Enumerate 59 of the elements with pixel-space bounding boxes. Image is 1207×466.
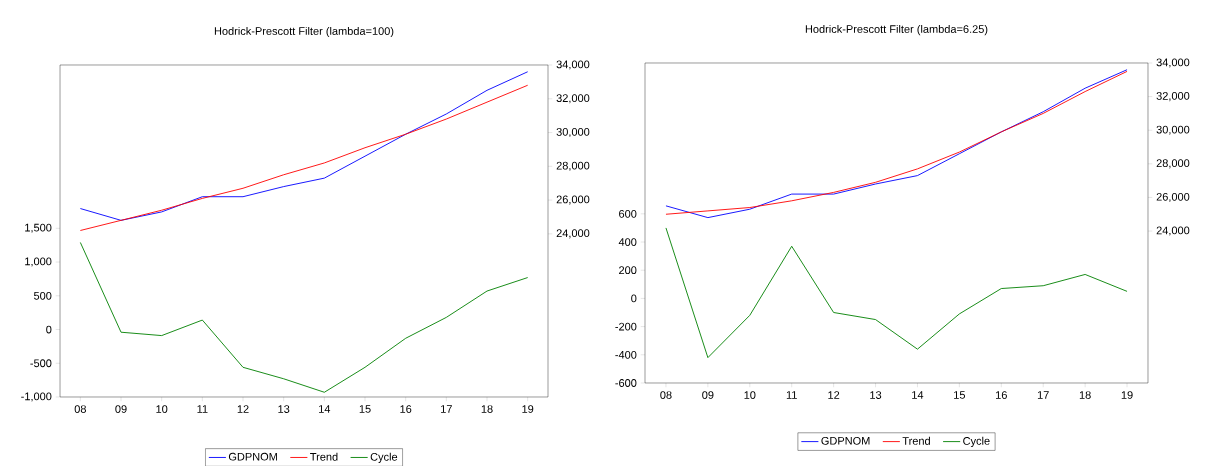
line-series bbox=[665, 227, 1128, 358]
y-tick-label: 200 bbox=[619, 266, 637, 274]
x-tick-label: 12 bbox=[828, 390, 840, 399]
y2-tick-label: 28,000 bbox=[1156, 159, 1190, 169]
x-tick-label: 14 bbox=[319, 404, 331, 413]
y2-tick-label: 30,000 bbox=[1156, 125, 1190, 135]
legend-label: GDPNOM bbox=[228, 452, 277, 461]
y-tick-label: 0 bbox=[46, 325, 52, 334]
y-tick-label: -500 bbox=[30, 359, 52, 367]
y-tick-label: 1,500 bbox=[25, 223, 52, 233]
y2-tick-label: 34,000 bbox=[556, 60, 590, 70]
y-tick-label: 1,000 bbox=[25, 257, 52, 267]
x-tick-label: 11 bbox=[197, 404, 208, 413]
y-tick-label: -1,000 bbox=[21, 392, 52, 402]
y2-tick-label: 24,000 bbox=[556, 229, 590, 239]
y2-tick-label: 32,000 bbox=[1156, 91, 1190, 101]
y-tick-label: -400 bbox=[615, 350, 637, 359]
x-tick-label: 15 bbox=[954, 390, 966, 399]
y2-tick-label: 32,000 bbox=[556, 94, 590, 104]
x-tick-label: 14 bbox=[912, 390, 924, 399]
legend-label: GDPNOM bbox=[821, 436, 870, 445]
x-tick-label: 17 bbox=[441, 404, 452, 413]
chart-title: Hodrick-Prescott Filter (lambda=100) bbox=[214, 26, 394, 37]
x-tick-label: 10 bbox=[744, 390, 756, 399]
x-tick-label: 19 bbox=[522, 404, 534, 413]
y2-tick-label: 34,000 bbox=[1156, 58, 1190, 68]
x-tick-label: 12 bbox=[237, 404, 249, 413]
legend-label: Trend bbox=[310, 452, 338, 461]
y-tick-label: -200 bbox=[615, 322, 637, 331]
x-tick-label: 17 bbox=[1037, 390, 1049, 399]
x-tick-label: 09 bbox=[702, 390, 714, 399]
chart-title: Hodrick-Prescott Filter (lambda=6.25) bbox=[805, 24, 988, 35]
x-tick-label: 11 bbox=[786, 390, 797, 399]
y2-tick-label: 24,000 bbox=[1156, 226, 1190, 236]
y2-tick-label: 26,000 bbox=[556, 195, 590, 205]
x-tick-label: 18 bbox=[1079, 390, 1091, 399]
y2-tick-label: 28,000 bbox=[556, 161, 590, 171]
y-tick-label: 500 bbox=[33, 291, 52, 300]
legend-label: Cycle bbox=[963, 436, 990, 447]
line-series bbox=[79, 241, 529, 393]
x-tick-label: 13 bbox=[278, 404, 290, 413]
y-tick-label: 0 bbox=[631, 294, 637, 303]
x-tick-label: 08 bbox=[74, 404, 86, 413]
legend-label: Trend bbox=[902, 436, 930, 445]
legend-label: Cycle bbox=[370, 452, 398, 463]
x-tick-label: 10 bbox=[156, 404, 168, 413]
x-tick-label: 13 bbox=[870, 390, 882, 399]
y2-tick-label: 30,000 bbox=[556, 127, 590, 137]
x-tick-label: 16 bbox=[400, 404, 412, 413]
x-tick-label: 19 bbox=[1121, 390, 1133, 399]
x-tick-label: 15 bbox=[359, 404, 371, 413]
y-tick-label: 600 bbox=[619, 209, 637, 218]
y-tick-label: 400 bbox=[618, 237, 637, 246]
x-tick-label: 18 bbox=[481, 404, 493, 413]
y2-tick-label: 26,000 bbox=[1156, 192, 1190, 202]
x-tick-label: 08 bbox=[660, 390, 672, 399]
x-tick-label: 16 bbox=[996, 390, 1007, 399]
y-tick-label: -600 bbox=[615, 378, 637, 387]
x-tick-label: 09 bbox=[115, 404, 127, 413]
